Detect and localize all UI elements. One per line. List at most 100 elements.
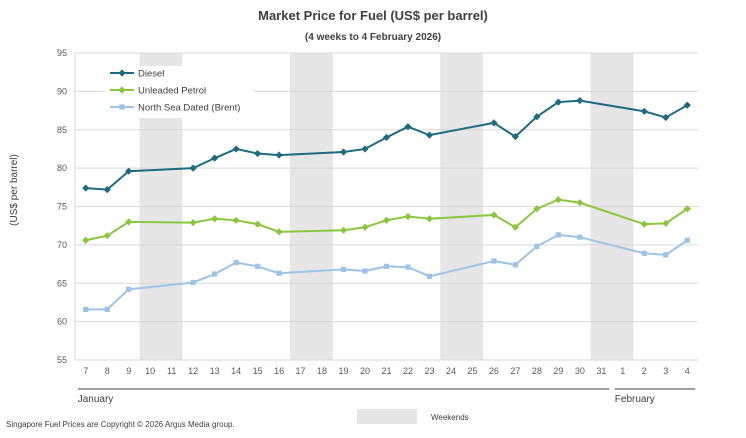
y-tick-label: 90 — [57, 86, 67, 96]
legend-marker — [118, 86, 126, 94]
legend-marker — [118, 69, 126, 77]
y-tick-label: 95 — [57, 48, 67, 58]
x-tick-label: 18 — [317, 366, 327, 376]
x-tick-label: 20 — [360, 366, 370, 376]
x-tick-label: 1 — [620, 366, 625, 376]
x-tick-label: 31 — [596, 366, 606, 376]
x-tick-label: 21 — [381, 366, 391, 376]
x-tick-label: 12 — [188, 366, 198, 376]
chart-title: Market Price for Fuel (US$ per barrel) — [258, 8, 488, 23]
x-tick-label: 11 — [167, 366, 176, 376]
data-point — [232, 145, 240, 153]
chart-subtitle: (4 weeks to 4 February 2026) — [305, 32, 441, 43]
y-tick-label: 70 — [57, 240, 67, 250]
data-point — [683, 101, 691, 109]
data-point — [511, 223, 519, 231]
y-tick-label: 85 — [57, 125, 67, 135]
data-point — [683, 205, 691, 213]
y-axis-label: (US$ per barrel) — [9, 154, 20, 226]
data-point — [212, 271, 218, 277]
data-point — [255, 263, 261, 269]
copyright-footnote: Singapore Fuel Prices are Copyright © 20… — [6, 420, 235, 429]
data-point — [125, 167, 133, 175]
data-point — [104, 306, 110, 312]
x-tick-label: 14 — [231, 366, 241, 376]
data-point — [684, 237, 690, 243]
data-point — [361, 145, 369, 153]
data-point — [254, 149, 262, 158]
data-point — [554, 195, 562, 204]
data-point — [405, 264, 411, 270]
series-lines — [82, 96, 691, 312]
data-point — [576, 96, 584, 105]
data-point — [275, 151, 283, 159]
data-point — [382, 133, 391, 142]
legend-label: Diesel — [138, 69, 164, 80]
x-tick-label: 23 — [424, 366, 434, 376]
x-tick-label: 30 — [575, 366, 585, 376]
data-point — [339, 148, 348, 156]
y-tick-label: 55 — [57, 355, 67, 365]
y-tick-label: 75 — [57, 202, 67, 212]
data-point — [103, 186, 111, 194]
data-point — [662, 219, 670, 227]
x-tick-label: 24 — [446, 366, 456, 376]
gridlines — [74, 52, 698, 361]
data-point — [362, 268, 368, 274]
legend-label: Unleaded Petrol — [138, 86, 206, 97]
x-tick-label: 26 — [489, 366, 499, 376]
data-point — [511, 133, 519, 141]
x-tick-label: 22 — [403, 366, 413, 376]
data-point — [276, 270, 282, 276]
data-point — [361, 223, 369, 231]
data-point — [533, 113, 541, 121]
data-point — [425, 131, 434, 139]
month-label: February — [615, 394, 655, 405]
data-point — [534, 243, 540, 250]
x-tick-label: 7 — [83, 366, 88, 376]
data-point — [232, 216, 240, 224]
data-point — [189, 219, 197, 227]
data-point — [576, 199, 584, 207]
data-point — [254, 220, 262, 228]
x-tick-label: 10 — [145, 366, 155, 376]
data-point — [83, 306, 89, 312]
data-point — [577, 234, 583, 240]
data-point — [103, 232, 111, 240]
data-point — [125, 218, 133, 226]
data-point — [233, 259, 239, 266]
x-tick-label: 13 — [210, 366, 220, 376]
data-point — [382, 216, 391, 224]
data-point — [82, 236, 90, 244]
data-point — [189, 164, 197, 172]
data-point — [426, 273, 433, 279]
data-point — [662, 113, 670, 122]
y-tick-label: 65 — [57, 278, 67, 288]
data-point — [425, 215, 434, 223]
y-tick-label: 80 — [57, 163, 67, 173]
legend-background — [105, 66, 253, 118]
x-tick-label: 17 — [296, 366, 306, 376]
data-point — [663, 252, 669, 258]
x-tick-label: 9 — [126, 366, 131, 376]
weekends-legend-label: Weekends — [431, 413, 469, 422]
data-point — [275, 228, 283, 236]
data-point — [512, 262, 518, 268]
x-tick-label: 28 — [532, 366, 542, 376]
data-point — [404, 123, 412, 131]
data-point — [533, 205, 541, 213]
x-tick-label: 4 — [685, 366, 690, 376]
data-point — [383, 263, 390, 269]
data-point — [641, 250, 647, 256]
data-point — [554, 98, 562, 106]
x-tick-label: 29 — [553, 366, 563, 376]
x-tick-label: 27 — [510, 366, 520, 376]
data-point — [339, 226, 348, 234]
x-tick-label: 2 — [642, 366, 647, 376]
data-point — [640, 220, 648, 228]
data-point — [211, 215, 219, 223]
x-tick-label: 15 — [253, 366, 263, 376]
legend-label: North Sea Dated (Brent) — [138, 103, 240, 114]
data-point — [490, 211, 498, 219]
